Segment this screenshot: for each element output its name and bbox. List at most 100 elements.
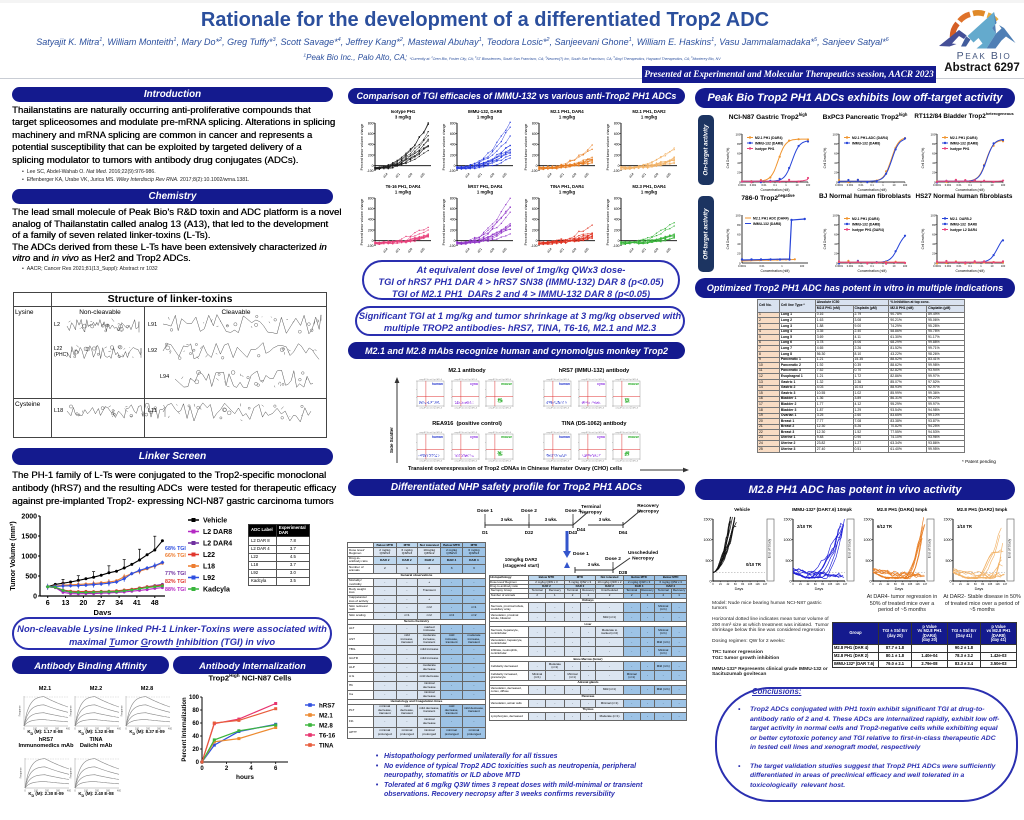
svg-text:Isotype PH1 (DAR4): Isotype PH1 (DAR4) xyxy=(852,228,884,232)
svg-text:300: 300 xyxy=(157,728,162,731)
svg-text:100: 100 xyxy=(735,213,740,217)
svg-text:600: 600 xyxy=(450,207,456,211)
svg-text:800: 800 xyxy=(368,121,374,125)
svg-text:On-target activity: On-target activity xyxy=(703,124,710,175)
svg-text:200: 200 xyxy=(44,728,49,731)
svg-text:500: 500 xyxy=(946,559,952,563)
svg-text:60: 60 xyxy=(932,233,936,237)
svg-text:800: 800 xyxy=(532,121,538,125)
svg-text:0.0001: 0.0001 xyxy=(738,264,746,268)
svg-text:200: 200 xyxy=(450,228,456,232)
svg-text:0: 0 xyxy=(536,164,538,168)
svg-text:d14: d14 xyxy=(464,172,471,179)
svg-text:d28: d28 xyxy=(571,172,578,179)
svg-text:0.001: 0.001 xyxy=(847,183,854,187)
svg-text:0: 0 xyxy=(618,164,620,168)
svg-text:41: 41 xyxy=(133,600,141,607)
svg-text:d28: d28 xyxy=(653,172,660,179)
svg-text:3 wks.: 3 wks. xyxy=(588,562,601,567)
svg-text:400: 400 xyxy=(614,143,620,147)
svg-text:400: 400 xyxy=(450,218,456,222)
svg-text:42: 42 xyxy=(966,582,969,586)
svg-text:d28: d28 xyxy=(489,172,496,179)
svg-text:Concentration (nM): Concentration (nM) xyxy=(857,269,886,273)
svg-text:100: 100 xyxy=(135,728,140,731)
svg-text:IMMU-132 (DAR8): IMMU-132 (DAR8) xyxy=(852,223,880,227)
svg-text:100: 100 xyxy=(84,790,89,793)
svg-text:human: human xyxy=(559,382,570,386)
svg-text:0.01: 0.01 xyxy=(759,264,765,268)
svg-text:-100: -100 xyxy=(531,244,538,248)
svg-text:20: 20 xyxy=(932,252,936,256)
svg-text:Response: Response xyxy=(120,705,123,716)
svg-text:d35: d35 xyxy=(583,172,590,179)
svg-text:comp-APC-A: anti-Trop2 APC-A: comp-APC-A: anti-Trop2 APC-A xyxy=(454,460,478,463)
svg-text:400: 400 xyxy=(450,143,456,147)
svg-text:0: 0 xyxy=(934,180,936,184)
svg-text:500: 500 xyxy=(25,574,37,581)
svg-text:L2 DAR8: L2 DAR8 xyxy=(203,529,232,536)
svg-text:TINA PH1, DAR4: TINA PH1, DAR4 xyxy=(550,184,584,189)
svg-text:2000: 2000 xyxy=(21,514,37,521)
svg-text:M2.1 DAR5-2: M2.1 DAR5-2 xyxy=(950,217,972,221)
svg-text:40: 40 xyxy=(737,242,741,246)
svg-text:400: 400 xyxy=(117,790,121,793)
svg-text:1: 1 xyxy=(781,264,783,268)
svg-text:comp-APC-A: anti-Trop2 APC-A: comp-APC-A: anti-Trop2 APC-A xyxy=(546,407,570,410)
svg-text:0: 0 xyxy=(618,239,620,243)
svg-text:-100: -100 xyxy=(367,244,374,248)
svg-text:0: 0 xyxy=(454,239,456,243)
svg-text:d28: d28 xyxy=(407,172,414,179)
svg-text:Necropsy: Necropsy xyxy=(637,509,659,515)
svg-text:2/10 TR: 2/10 TR xyxy=(797,524,812,529)
svg-text:Kadcyla: Kadcyla xyxy=(203,587,230,594)
svg-text:Concentration (nM): Concentration (nM) xyxy=(955,269,984,273)
svg-text:200: 200 xyxy=(614,228,620,232)
svg-text:End of Study: End of Study xyxy=(928,538,932,558)
svg-text:d21: d21 xyxy=(640,172,647,179)
svg-text:T6-16: T6-16 xyxy=(319,733,336,740)
svg-text:Off-target activity: Off-target activity xyxy=(703,208,710,260)
svg-text:d35: d35 xyxy=(419,247,426,254)
svg-text:21: 21 xyxy=(879,582,882,586)
svg-text:Dose 2: Dose 2 xyxy=(605,556,621,562)
svg-text:600: 600 xyxy=(532,132,538,136)
svg-text:Unscheduled: Unscheduled xyxy=(628,550,658,556)
svg-text:IMMU-132 (DAR8): IMMU-132 (DAR8) xyxy=(753,222,781,226)
svg-text:comp-APC-A: anti-Trop2 APC-A: comp-APC-A: anti-Trop2 APC-A xyxy=(488,460,512,463)
svg-text:IMMU-132 (DAR8): IMMU-132 (DAR8) xyxy=(755,142,783,146)
svg-text:0: 0 xyxy=(372,239,374,243)
svg-text:Percent tumor volume change: Percent tumor volume change xyxy=(524,199,528,246)
svg-text:mouse: mouse xyxy=(501,382,512,386)
svg-text:0.001: 0.001 xyxy=(945,183,952,187)
svg-text:126: 126 xyxy=(995,582,1000,586)
svg-text:Response: Response xyxy=(69,767,72,778)
svg-text:d28: d28 xyxy=(489,247,496,254)
svg-text:0: 0 xyxy=(454,164,456,168)
svg-text:1: 1 xyxy=(882,264,884,268)
svg-text:100: 100 xyxy=(189,695,200,701)
svg-text:600: 600 xyxy=(368,132,374,136)
svg-text:comp-APC-A: anti-Trop2 APC-A: comp-APC-A: anti-Trop2 APC-A xyxy=(454,407,478,410)
svg-text:d21: d21 xyxy=(394,247,401,254)
svg-text:34: 34 xyxy=(115,600,123,607)
svg-text:400: 400 xyxy=(532,218,538,222)
svg-text:40: 40 xyxy=(834,242,838,246)
svg-text:Percent Internalization: Percent Internalization xyxy=(182,697,188,762)
svg-text:M2.3 PH1, DAR4: M2.3 PH1, DAR4 xyxy=(632,184,666,189)
svg-text:42: 42 xyxy=(806,582,809,586)
svg-text:100: 100 xyxy=(930,213,935,217)
svg-text:1: 1 xyxy=(882,183,884,187)
svg-text:Percent tumor volume change: Percent tumor volume change xyxy=(442,199,446,246)
svg-text:Response: Response xyxy=(18,705,21,716)
svg-text:D28: D28 xyxy=(619,570,628,575)
svg-text:0: 0 xyxy=(872,582,874,586)
svg-text:0.01: 0.01 xyxy=(858,183,864,187)
svg-text:200: 200 xyxy=(45,790,50,793)
svg-text:d14: d14 xyxy=(464,247,471,254)
svg-text:0: 0 xyxy=(739,180,741,184)
svg-text:d21: d21 xyxy=(558,172,565,179)
svg-text:comp-APC-A: anti-Trop2 APC-A: comp-APC-A: anti-Trop2 APC-A xyxy=(546,460,570,463)
svg-text:800: 800 xyxy=(368,196,374,200)
svg-text:147: 147 xyxy=(843,582,848,586)
